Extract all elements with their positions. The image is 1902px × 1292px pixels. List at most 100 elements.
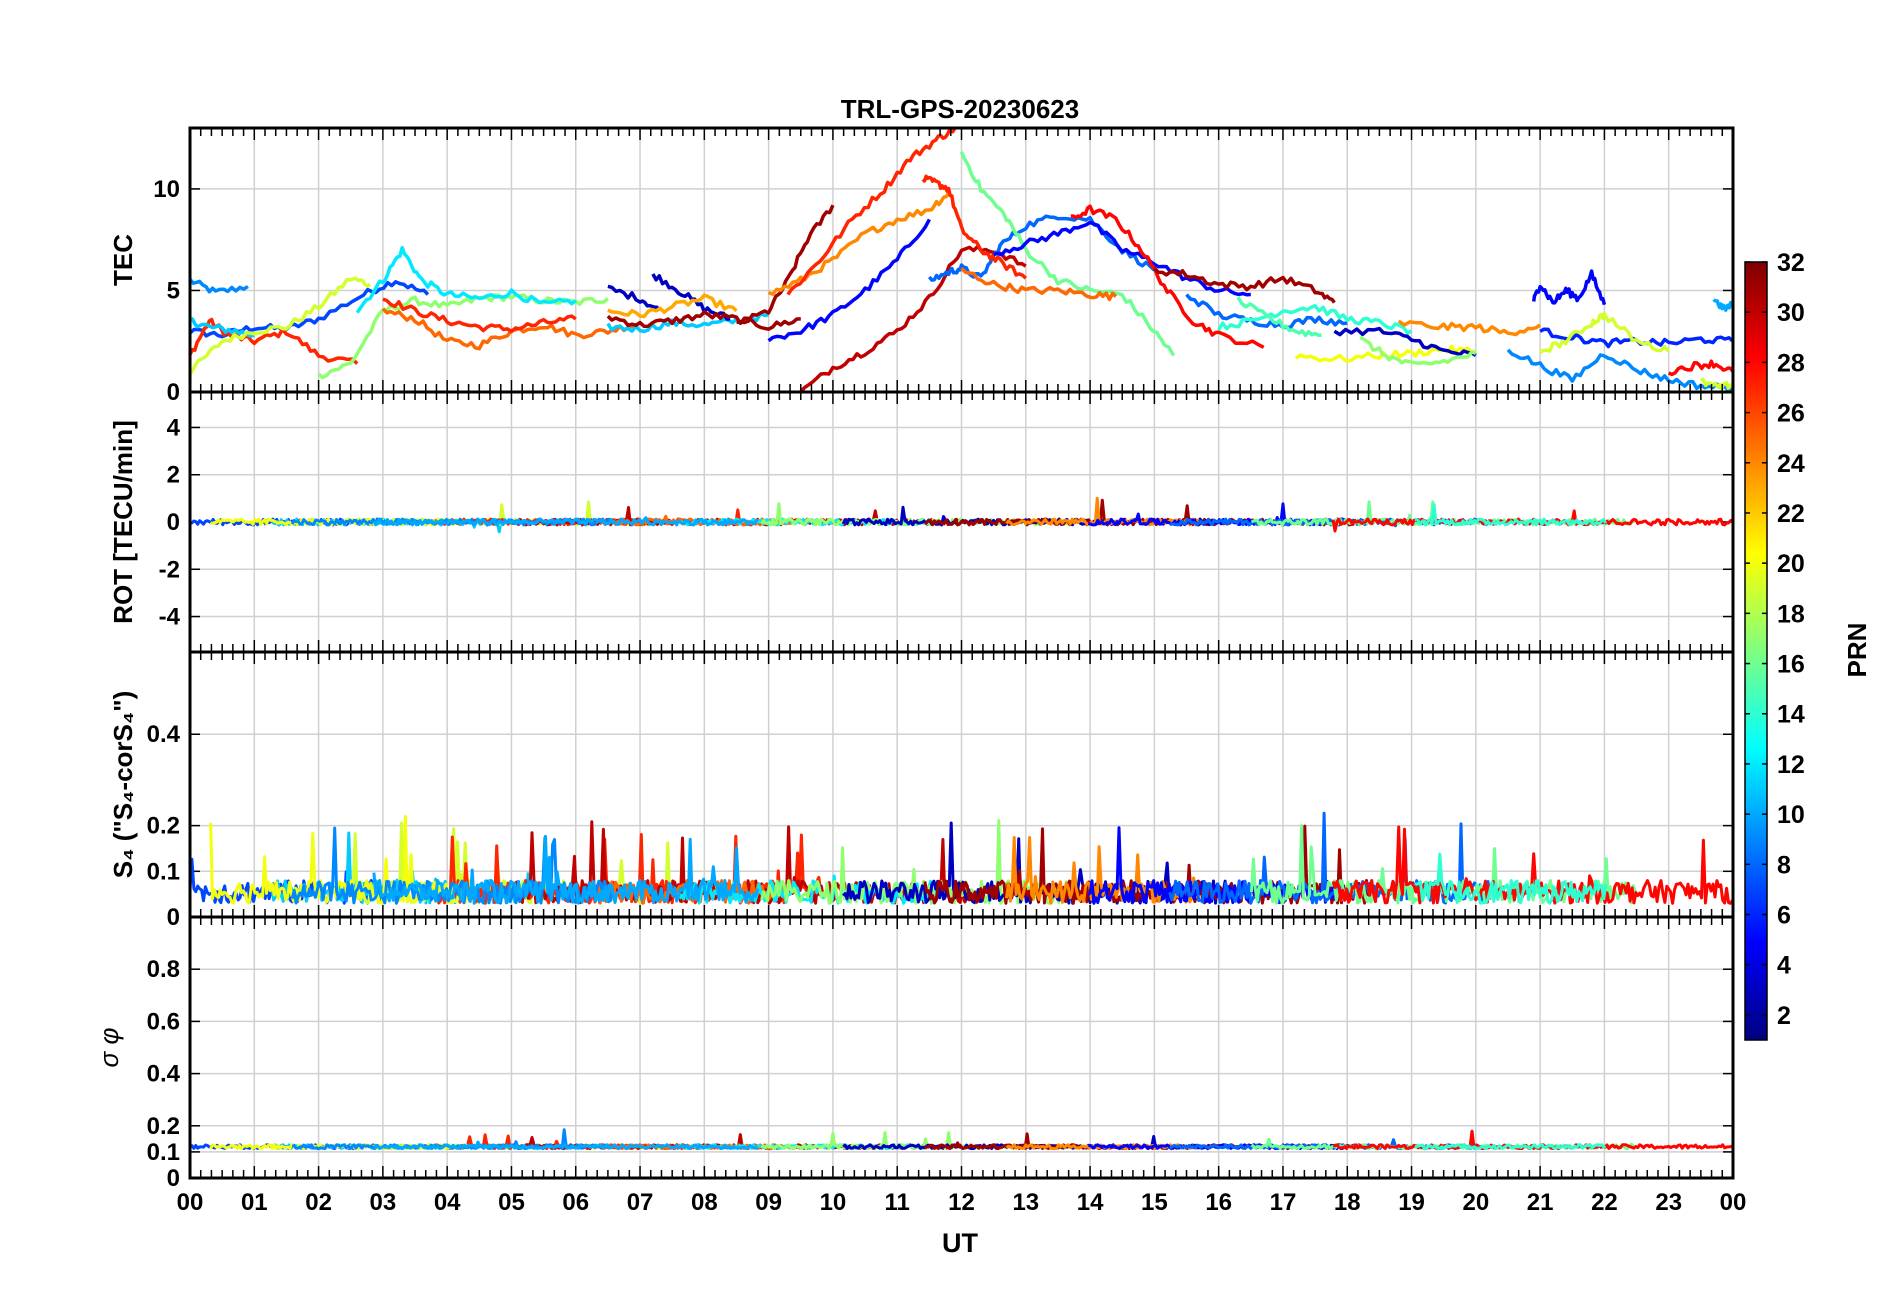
series-line-prn-5 [1531, 269, 1607, 306]
x-tick-label: 15 [1141, 1189, 1168, 1216]
series-line-prn-25 [960, 266, 1118, 302]
series-line-prn-14 [1414, 852, 1608, 905]
figure-title: TRL-GPS-20230623 [841, 94, 1079, 124]
y-tick-label: 0.8 [147, 956, 180, 983]
series-line-prn-14 [1414, 503, 1608, 527]
x-tick-label: 00 [177, 1189, 204, 1216]
x-tick-label: 05 [498, 1189, 525, 1216]
colorbar-tick-label: 22 [1777, 500, 1805, 528]
series-line-prn-9 [1506, 348, 1733, 392]
x-tick-label: 13 [1012, 1189, 1039, 1216]
colorbar-tick-label: 18 [1777, 600, 1805, 628]
y-tick-label: 4 [167, 414, 181, 441]
y-tick-label: 0.4 [147, 1061, 181, 1088]
y-axis-label: S₄ ("S₄-corS₄") [108, 691, 138, 879]
y-tick-label: 2 [167, 462, 180, 489]
colorbar-tick-label: 28 [1777, 349, 1805, 377]
y-axis-label: TEC [108, 234, 138, 286]
colorbar-tick-label: 26 [1777, 400, 1805, 428]
y-tick-label: -4 [159, 604, 181, 631]
series-line-prn-31 [606, 310, 801, 331]
y-tick-label: 0.1 [147, 1139, 180, 1166]
y-axis-label: σ φ [94, 1028, 124, 1068]
colorbar-tick-label: 32 [1777, 249, 1805, 277]
series-line-prn-5 [767, 218, 931, 343]
panel-s4: 0 0.1 0.2 0.4 S₄ ("S₄-corS₄") [108, 650, 1735, 931]
series-line-prn-8 [928, 214, 1156, 282]
y-tick-label: 0.2 [147, 1113, 180, 1140]
series-line-prn-24 [1397, 319, 1542, 337]
series-group [190, 811, 1733, 905]
series-group [190, 496, 1733, 534]
series-line-prn-23 [607, 293, 738, 319]
series-line-prn-24 [767, 192, 951, 296]
colorbar-tick-label: 8 [1777, 851, 1791, 879]
series-line-prn-15 [1236, 296, 1322, 338]
series-line-prn-3 [607, 284, 661, 312]
x-tick-label: 08 [691, 1189, 718, 1216]
y-tick-label: 0 [167, 1165, 180, 1192]
x-tick-label: 11 [885, 1189, 910, 1216]
x-tick-label: 19 [1398, 1189, 1425, 1216]
panel-rot: -4 -2 0 2 4 ROT [TECU/min] [108, 390, 1735, 654]
y-axis-label: ROT [TECU/min] [108, 420, 138, 624]
x-axis-label: UT [942, 1228, 978, 1258]
series-line-prn-10 [372, 1140, 759, 1151]
series-line-prn-28 [1331, 825, 1733, 905]
series-line-prn-17 [1359, 335, 1477, 366]
y-tick-label: 0 [167, 904, 180, 931]
x-tick-label: 21 [1527, 1189, 1554, 1216]
series-line-prn-5 [993, 220, 1251, 297]
series-line-prn-9 [290, 826, 614, 905]
series-line-prn-19 [190, 276, 372, 376]
colorbar-tick-label: 10 [1777, 801, 1805, 829]
series-line-prn-19 [1539, 312, 1671, 354]
panel-sigma-phi: 00.10.2 0.4 0.6 0.8 σ φ [94, 915, 1735, 1192]
series-line-prn-8 [1185, 293, 1348, 330]
x-tick-label: 06 [562, 1189, 589, 1216]
y-tick-label: 0 [167, 379, 180, 406]
series-line-prn-10 [372, 516, 759, 527]
x-tick-label: 00 [1720, 1189, 1747, 1216]
x-tick-label: 01 [241, 1189, 268, 1216]
x-tick-label: 03 [370, 1189, 397, 1216]
series-line-prn-27 [786, 128, 957, 296]
x-tick-label: 14 [1077, 1189, 1104, 1216]
series-line-prn-27 [382, 297, 577, 334]
series-group [190, 128, 1733, 392]
y-tick-label: 0.4 [147, 721, 181, 748]
series-line-prn-27 [921, 174, 1028, 280]
series-line-prn-9 [190, 278, 249, 294]
series-group [190, 1128, 1733, 1151]
series-line-prn-19 [1700, 377, 1733, 391]
colorbar-tick-label: 12 [1777, 751, 1805, 779]
series-line-prn-28 [1070, 204, 1265, 349]
colorbar-tick-label: 16 [1777, 651, 1805, 679]
x-tick-label: 16 [1205, 1189, 1232, 1216]
series-line-prn-14 [1414, 1143, 1606, 1151]
series-line-prn-17 [317, 292, 610, 380]
series-line-prn-12 [355, 245, 577, 314]
series-line-prn-16 [959, 151, 1176, 357]
colorbar-tick-label: 30 [1777, 299, 1805, 327]
x-tick-label: 18 [1334, 1189, 1361, 1216]
x-tick-label: 17 [1270, 1189, 1297, 1216]
panel-tec: 0 5 10 TEC [108, 126, 1735, 406]
x-tick-label: 09 [755, 1189, 782, 1216]
y-tick-label: 0.6 [147, 1008, 180, 1035]
colorbar-tick-label: 20 [1777, 550, 1805, 578]
x-tick-label: 07 [627, 1189, 654, 1216]
colorbar-tick-label: 4 [1777, 952, 1791, 980]
colorbar-tick-label: 14 [1777, 701, 1805, 729]
plot-frame [188, 915, 1735, 1180]
series-line-prn-30 [799, 244, 1027, 392]
y-tick-label: 0 [167, 509, 180, 536]
series-line-prn-14 [1217, 304, 1413, 335]
series-line-prn-31 [1153, 267, 1336, 304]
x-tick-label: 23 [1655, 1189, 1682, 1216]
series-line-prn-10 [372, 834, 760, 905]
colorbar-gradient [1744, 261, 1768, 1041]
y-tick-label: 10 [153, 176, 180, 203]
